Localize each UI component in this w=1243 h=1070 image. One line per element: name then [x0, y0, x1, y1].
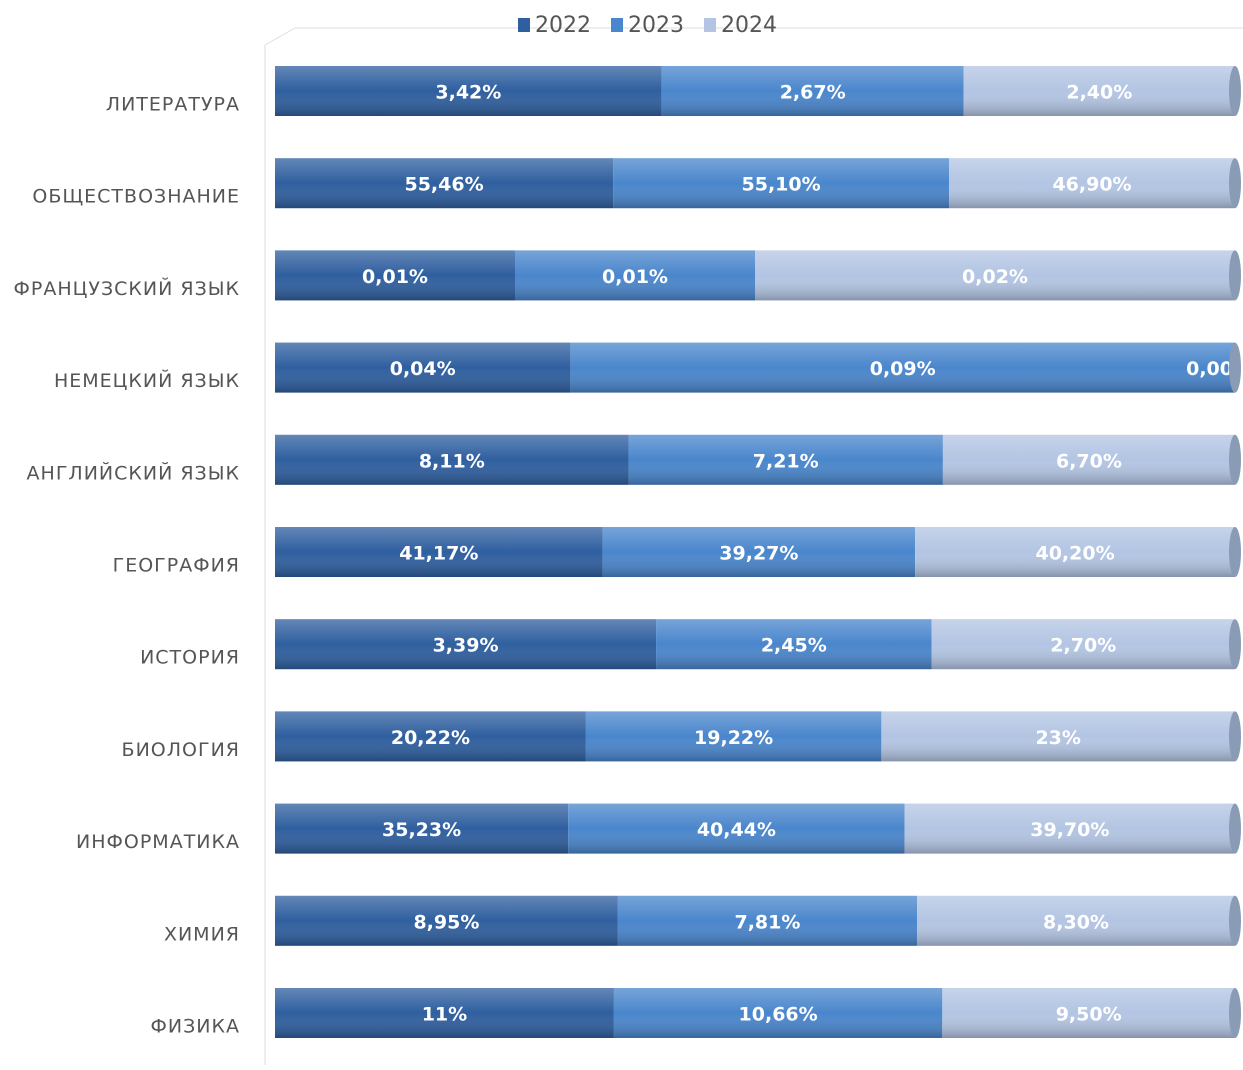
data-label: 3,42%	[435, 82, 501, 104]
bar-shade	[915, 527, 1235, 577]
bar-shade	[617, 895, 918, 946]
bar-end	[1229, 66, 1241, 116]
bar-shade	[917, 895, 1235, 946]
y-tick-label: ЛИТЕРАТУРА	[106, 94, 240, 116]
bar-shade	[275, 895, 618, 946]
data-label: 40,44%	[697, 819, 776, 841]
legend-label: 2024	[721, 13, 777, 38]
bar-shade	[275, 527, 603, 577]
axis-line	[264, 27, 296, 46]
data-label: 0,09%	[870, 358, 936, 380]
data-label: 46,90%	[1052, 174, 1131, 196]
data-label: 7,81%	[734, 911, 800, 933]
data-label: 55,46%	[404, 174, 483, 196]
bar-end	[1229, 158, 1241, 209]
bar-end	[1229, 803, 1241, 854]
legend-swatch	[704, 18, 716, 32]
data-label: 8,95%	[413, 911, 479, 933]
data-label: 2,40%	[1066, 82, 1132, 104]
data-label: 0,02%	[962, 266, 1028, 288]
y-tick-label: ИСТОРИЯ	[140, 647, 240, 669]
bar-shade	[931, 619, 1235, 670]
bar-end	[1229, 434, 1241, 485]
bar-shade	[602, 527, 916, 577]
bar-shade	[568, 803, 905, 854]
bar-shade	[275, 619, 657, 670]
data-label: 2,67%	[780, 82, 846, 104]
data-label: 8,11%	[419, 450, 485, 472]
bar-shade	[613, 988, 943, 1038]
bar-shade	[570, 342, 1235, 393]
legend-label: 2022	[535, 13, 591, 38]
data-label: 2,70%	[1050, 635, 1116, 657]
bar-end	[1229, 619, 1241, 670]
bar-end	[1229, 988, 1241, 1038]
data-label: 0,01%	[362, 266, 428, 288]
data-label: 35,23%	[382, 819, 461, 841]
legend-label: 2023	[628, 13, 684, 38]
data-label: 9,50%	[1056, 1004, 1122, 1026]
data-label: 7,21%	[753, 450, 819, 472]
data-label: 19,22%	[694, 727, 773, 749]
bar-end	[1229, 711, 1241, 762]
y-tick-label: ОБЩЕСТВОЗНАНИЕ	[32, 186, 240, 208]
bar-shade	[881, 711, 1235, 762]
bar-shade	[755, 250, 1235, 301]
y-tick-label: ГЕОГРАФИЯ	[113, 555, 240, 577]
bar-end	[1229, 250, 1241, 301]
bar-shade	[515, 250, 755, 301]
bar-shade	[275, 434, 629, 485]
bar-shade	[942, 434, 1235, 485]
data-label: 39,70%	[1030, 819, 1109, 841]
bar-end	[1229, 342, 1241, 393]
legend-swatch	[518, 18, 530, 32]
data-label: 2,45%	[761, 635, 827, 657]
data-label: 0,04%	[390, 358, 456, 380]
data-label: 39,27%	[719, 543, 798, 565]
y-tick-label: ФРАНЦУЗСКИЙ ЯЗЫК	[14, 277, 240, 300]
bar-shade	[613, 158, 950, 209]
bar-shade	[628, 434, 943, 485]
data-label: 55,10%	[742, 174, 821, 196]
bar-shade	[275, 342, 571, 393]
data-label: 0,01%	[602, 266, 668, 288]
bar-shade	[656, 619, 932, 670]
bar-shade	[275, 803, 569, 854]
bar-shade	[275, 711, 586, 762]
bar-shade	[661, 66, 964, 116]
data-label: 20,22%	[391, 727, 470, 749]
data-label: 8,30%	[1043, 911, 1109, 933]
bar-end	[1229, 895, 1241, 946]
y-tick-label: АНГЛИЙСКИЙ ЯЗЫК	[27, 461, 240, 484]
bar-shade	[275, 158, 614, 209]
bar-shade	[275, 250, 515, 301]
legend-swatch	[611, 18, 623, 32]
y-tick-label: ХИМИЯ	[164, 923, 240, 945]
y-tick-label: БИОЛОГИЯ	[122, 739, 240, 761]
bar-shade	[942, 988, 1235, 1038]
data-label: 23%	[1035, 727, 1080, 749]
y-tick-label: НЕМЕЦКИЙ ЯЗЫК	[54, 369, 240, 392]
bar-shade	[585, 711, 882, 762]
y-tick-label: ФИЗИКА	[151, 1016, 240, 1038]
data-label: 10,66%	[739, 1004, 818, 1026]
data-label: 11%	[422, 1004, 467, 1026]
bar-shade	[275, 988, 614, 1038]
bar-shade	[904, 803, 1235, 854]
bar-shade	[949, 158, 1235, 209]
data-label: 41,17%	[399, 543, 478, 565]
bar-shade	[963, 66, 1235, 116]
data-label: 6,70%	[1056, 450, 1122, 472]
bar-end	[1229, 527, 1241, 577]
data-label: 3,39%	[433, 635, 499, 657]
data-label: 40,20%	[1035, 543, 1114, 565]
data-label: 0,00	[1186, 358, 1233, 380]
bar-shade	[275, 66, 662, 116]
y-tick-label: ИНФОРМАТИКА	[76, 831, 240, 853]
